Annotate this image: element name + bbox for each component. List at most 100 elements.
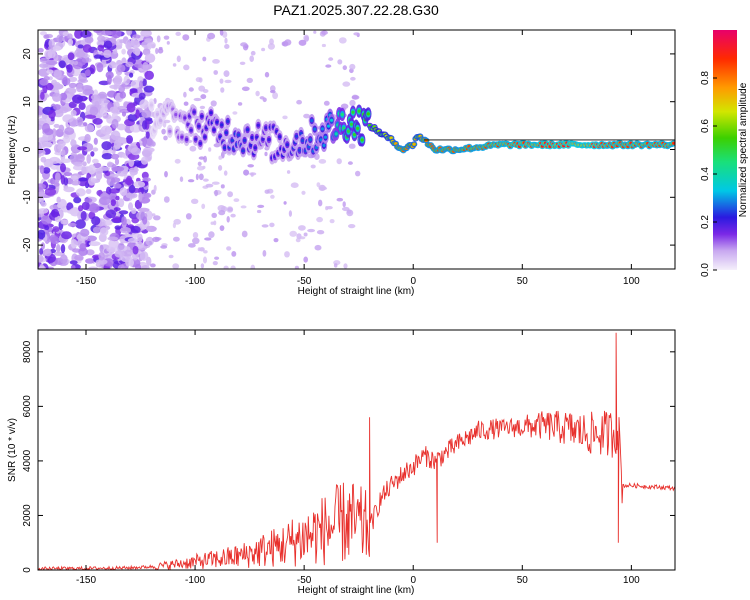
noise-speckle bbox=[99, 107, 108, 117]
noise-speckle bbox=[142, 150, 151, 158]
x-tick-label: -50 bbox=[297, 575, 312, 586]
noise-speckle bbox=[218, 210, 226, 216]
noise-speckle bbox=[144, 70, 154, 81]
noise-speckle bbox=[230, 265, 236, 269]
noise-speckle bbox=[310, 164, 316, 169]
noise-speckle bbox=[188, 87, 194, 92]
noise-speckle bbox=[129, 88, 138, 93]
noise-speckle bbox=[90, 151, 95, 157]
noise-speckle bbox=[117, 264, 125, 269]
noise-speckle bbox=[38, 141, 47, 149]
noise-speckle bbox=[208, 231, 215, 239]
noise-speckle bbox=[84, 124, 95, 133]
noise-speckle bbox=[44, 248, 52, 257]
noise-speckle bbox=[49, 234, 57, 242]
noise-speckle bbox=[182, 34, 190, 41]
ridge-core bbox=[220, 123, 224, 127]
noise-speckle bbox=[126, 78, 131, 84]
noise-speckle bbox=[79, 243, 87, 252]
noise-speckle bbox=[172, 263, 180, 269]
noise-speckle bbox=[99, 196, 111, 206]
noise-speckle bbox=[81, 201, 90, 211]
noise-speckle bbox=[40, 31, 47, 36]
snr-xlabel: Height of straight line (km) bbox=[298, 585, 415, 596]
noise-speckle bbox=[226, 246, 232, 251]
noise-speckle bbox=[52, 92, 62, 103]
noise-speckle bbox=[199, 105, 206, 110]
noise-speckle bbox=[240, 42, 248, 47]
ridge-core bbox=[294, 134, 299, 138]
noise-speckle bbox=[195, 173, 199, 181]
noise-speckle bbox=[92, 226, 100, 234]
noise-speckle bbox=[70, 239, 78, 249]
noise-speckle bbox=[338, 37, 347, 44]
noise-speckle bbox=[115, 195, 120, 201]
noise-speckle bbox=[168, 254, 174, 259]
noise-speckle bbox=[119, 187, 128, 196]
noise-speckle bbox=[88, 176, 96, 186]
noise-speckle bbox=[48, 109, 56, 119]
noise-speckle bbox=[183, 64, 190, 71]
noise-speckle bbox=[336, 197, 344, 202]
noise-speckle bbox=[155, 47, 159, 55]
noise-speckle bbox=[214, 189, 219, 197]
ridge-core bbox=[149, 103, 153, 107]
noise-speckle bbox=[73, 196, 82, 204]
noise-speckle bbox=[202, 56, 207, 62]
noise-speckle bbox=[219, 78, 224, 84]
noise-speckle bbox=[70, 139, 77, 147]
ridge-core bbox=[301, 139, 305, 143]
noise-speckle bbox=[67, 33, 73, 39]
noise-speckle bbox=[250, 50, 256, 56]
noise-speckle bbox=[179, 176, 184, 182]
noise-speckle bbox=[89, 203, 100, 214]
noise-speckle bbox=[203, 250, 208, 254]
noise-speckle bbox=[55, 172, 61, 182]
ridge-core bbox=[236, 133, 241, 137]
noise-speckle bbox=[318, 159, 327, 164]
noise-speckle bbox=[92, 147, 99, 152]
noise-speckle bbox=[103, 40, 113, 49]
noise-speckle bbox=[303, 34, 310, 42]
noise-speckle bbox=[224, 79, 232, 84]
noise-speckle bbox=[163, 135, 168, 141]
noise-speckle bbox=[249, 172, 257, 176]
noise-speckle bbox=[355, 170, 361, 177]
noise-speckle bbox=[342, 201, 346, 208]
ridge-core bbox=[256, 123, 260, 127]
noise-speckle bbox=[301, 190, 306, 195]
noise-speckle bbox=[68, 76, 78, 82]
noise-speckle bbox=[353, 32, 360, 36]
noise-speckle bbox=[82, 122, 88, 127]
noise-speckle bbox=[283, 201, 287, 205]
noise-speckle bbox=[81, 85, 93, 91]
noise-speckle bbox=[135, 109, 140, 119]
ridge-core bbox=[250, 135, 254, 140]
ridge-core bbox=[168, 129, 172, 133]
noise-speckle bbox=[77, 44, 84, 49]
noise-speckle bbox=[250, 264, 256, 269]
noise-speckle bbox=[141, 265, 150, 269]
noise-speckle bbox=[316, 182, 321, 188]
ridge-core bbox=[320, 127, 325, 131]
ridge-core bbox=[174, 113, 178, 117]
noise-speckle bbox=[208, 147, 212, 152]
noise-speckle bbox=[41, 123, 51, 133]
noise-speckle bbox=[144, 38, 153, 43]
noise-speckle bbox=[142, 136, 147, 147]
noise-speckle bbox=[264, 71, 270, 78]
noise-speckle bbox=[348, 143, 356, 149]
noise-speckle bbox=[63, 186, 75, 193]
noise-speckle bbox=[84, 114, 97, 119]
noise-speckle bbox=[132, 245, 139, 255]
noise-speckle bbox=[121, 111, 127, 117]
noise-speckle bbox=[38, 183, 46, 190]
noise-speckle bbox=[318, 199, 323, 207]
noise-speckle bbox=[86, 240, 91, 247]
ridge-core bbox=[323, 135, 328, 139]
noise-speckle bbox=[121, 48, 126, 55]
noise-speckle bbox=[93, 137, 98, 145]
y-tick-label: 0 bbox=[22, 567, 33, 573]
noise-speckle bbox=[60, 163, 66, 173]
noise-speckle bbox=[231, 251, 237, 257]
